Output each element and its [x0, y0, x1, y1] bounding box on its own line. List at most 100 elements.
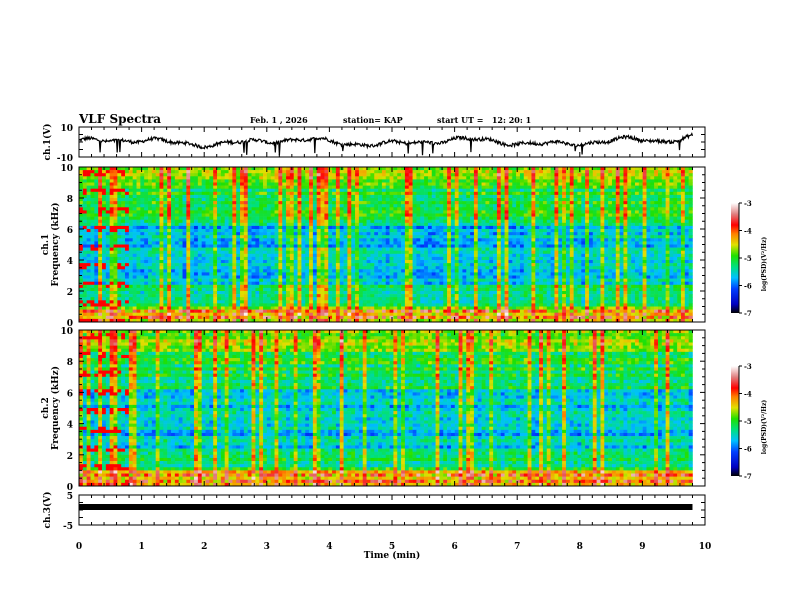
spectrogram-cell	[98, 198, 103, 202]
spectrogram-cell	[347, 229, 352, 233]
spectrogram-cell	[240, 210, 245, 214]
spectrogram-cell	[182, 182, 187, 186]
spectrogram-cell	[420, 219, 425, 224]
spectrogram-cell	[458, 235, 463, 239]
spectrogram-cell	[247, 260, 252, 264]
spectrogram-cell	[301, 225, 306, 230]
spectrogram-cell	[251, 222, 256, 227]
spectrogram-cell	[351, 260, 356, 264]
spectrogram-cell	[343, 176, 348, 180]
spectrogram-cell	[493, 219, 498, 224]
spectrogram-cell	[393, 213, 398, 217]
spectrogram-cell	[148, 191, 153, 196]
spectrogram-cell	[186, 182, 191, 186]
spectrogram-cell	[109, 179, 114, 183]
spectrogram-cell	[335, 204, 341, 208]
spectrogram-cell	[105, 210, 110, 214]
spectrogram-cell	[473, 247, 479, 251]
spectrogram-cell	[366, 204, 371, 208]
spectrogram-cell	[186, 207, 191, 211]
spectrogram-cell	[128, 216, 133, 220]
spectrogram-cell	[236, 210, 241, 214]
spectrogram-cell	[661, 167, 666, 171]
spectrogram-cell	[79, 170, 84, 174]
spectrogram-cell	[631, 204, 636, 208]
spectrogram-cell	[404, 179, 410, 183]
spectrogram-cell	[439, 170, 444, 174]
spectrogram-cell	[151, 173, 156, 177]
spectrogram-cell	[393, 232, 398, 236]
spectrogram-cell	[493, 256, 498, 261]
spectrogram-cell	[194, 256, 199, 261]
spectrogram-cell	[592, 256, 597, 261]
spectrogram-cell	[550, 235, 555, 239]
spectrogram-cell	[148, 244, 153, 248]
spectrogram-cell	[358, 176, 364, 180]
spectrogram-cell	[332, 256, 337, 261]
spectrogram-cell	[247, 256, 252, 261]
spectrogram-cell	[657, 167, 663, 171]
spectrogram-cell	[243, 198, 248, 202]
spectrogram-cell	[496, 210, 502, 214]
spectrogram-cell	[615, 250, 620, 255]
spectrogram-cell	[232, 229, 237, 233]
spectrogram-cell	[657, 250, 663, 255]
spectrogram-cell	[634, 216, 640, 220]
spectrogram-cell	[473, 191, 479, 196]
spectrogram-cell	[539, 235, 544, 239]
spectrogram-cell	[489, 188, 494, 193]
spectrogram-cell	[289, 204, 295, 208]
spectrogram-cell	[263, 194, 268, 199]
spectrogram-cell	[94, 194, 99, 199]
spectrogram-cell	[508, 207, 513, 211]
spectrogram-cell	[450, 216, 456, 220]
spectrogram-cell	[232, 213, 237, 217]
spectrogram-cell	[217, 179, 222, 183]
spectrogram-cell	[684, 182, 689, 186]
spectrogram-cell	[351, 256, 356, 261]
spectrogram-cell	[94, 222, 99, 227]
spectrogram-cell	[178, 260, 183, 264]
spectrogram-cell	[688, 194, 693, 199]
spectrogram-cell	[420, 213, 425, 217]
spectrogram-cell	[374, 198, 379, 202]
spectrogram-cell	[665, 216, 670, 220]
spectrogram-cell	[680, 219, 686, 224]
spectrogram-cell	[385, 182, 390, 186]
spectrogram-cell	[209, 179, 214, 183]
spectrogram-cell	[190, 238, 195, 242]
spectrogram-cell	[228, 167, 233, 171]
spectrogram-cell	[289, 241, 295, 245]
spectrogram-cell	[519, 238, 525, 242]
figure-title: VLF Spectra	[78, 112, 161, 126]
spectrogram-cell	[519, 185, 525, 189]
spectrogram-cell	[454, 170, 459, 174]
spectrogram-cell	[98, 167, 103, 171]
spectrogram-cell	[194, 222, 199, 227]
spectrogram-cell	[542, 198, 548, 202]
spectrogram-cell	[450, 170, 456, 174]
spectrogram-cell	[128, 222, 133, 227]
spectrogram-cell	[301, 232, 306, 236]
spectrogram-cell	[600, 213, 605, 217]
spectrogram-cell	[90, 247, 95, 251]
spectrogram-cell	[554, 229, 559, 233]
spectrogram-cell	[412, 185, 417, 189]
spectrogram-cell	[424, 198, 429, 202]
spectrogram-cell	[240, 185, 245, 189]
spectrogram-cell	[562, 238, 567, 242]
spectrogram-cell	[201, 241, 206, 245]
spectrogram-cell	[435, 213, 440, 217]
spectrogram-cell	[213, 250, 218, 255]
spectrogram-cell	[615, 210, 620, 214]
spectrogram-cell	[351, 173, 356, 177]
spectrogram-cell	[301, 241, 306, 245]
spectrogram-cell	[604, 238, 609, 242]
spectrogram-cell	[381, 179, 387, 183]
spectrogram-cell	[144, 229, 149, 233]
spectrogram-cell	[136, 225, 141, 230]
spectrogram-cell	[282, 210, 287, 214]
spectrogram-cell	[565, 167, 571, 171]
spectrogram-cell	[347, 241, 352, 245]
